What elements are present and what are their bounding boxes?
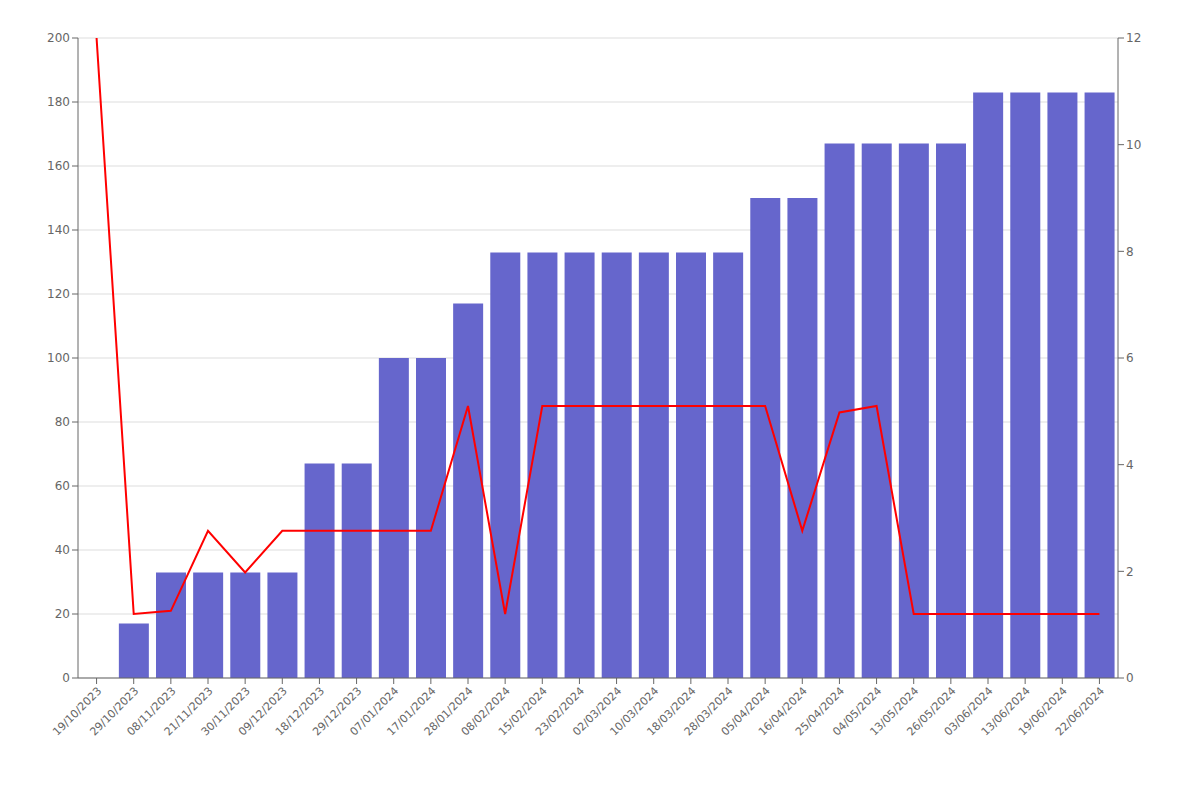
svg-text:17/01/2024: 17/01/2024	[384, 684, 439, 739]
svg-text:18/03/2024: 18/03/2024	[644, 684, 699, 739]
svg-text:25/04/2024: 25/04/2024	[793, 684, 848, 739]
svg-text:140: 140	[47, 223, 70, 237]
svg-text:03/06/2024: 03/06/2024	[941, 684, 996, 739]
svg-text:28/03/2024: 28/03/2024	[681, 684, 736, 739]
svg-text:10/03/2024: 10/03/2024	[607, 684, 662, 739]
svg-text:200: 200	[47, 31, 70, 45]
svg-text:09/12/2023: 09/12/2023	[235, 684, 290, 739]
svg-text:60: 60	[55, 479, 70, 493]
svg-text:0: 0	[1126, 671, 1134, 685]
svg-text:8: 8	[1126, 245, 1134, 259]
svg-text:15/02/2024: 15/02/2024	[495, 684, 550, 739]
svg-text:29/12/2023: 29/12/2023	[310, 684, 365, 739]
svg-text:12: 12	[1126, 31, 1141, 45]
svg-text:28/01/2024: 28/01/2024	[421, 684, 476, 739]
svg-text:29/10/2023: 29/10/2023	[87, 684, 142, 739]
svg-text:13/06/2024: 13/06/2024	[978, 684, 1033, 739]
svg-text:4: 4	[1126, 458, 1134, 472]
svg-text:18/12/2023: 18/12/2023	[273, 684, 328, 739]
svg-text:05/04/2024: 05/04/2024	[718, 684, 773, 739]
svg-text:08/11/2023: 08/11/2023	[124, 684, 179, 739]
svg-text:13/05/2024: 13/05/2024	[867, 684, 922, 739]
svg-text:180: 180	[47, 95, 70, 109]
svg-text:21/11/2023: 21/11/2023	[161, 684, 216, 739]
svg-text:30/11/2023: 30/11/2023	[198, 684, 253, 739]
svg-text:100: 100	[47, 351, 70, 365]
svg-text:40: 40	[55, 543, 70, 557]
svg-text:0: 0	[62, 671, 70, 685]
svg-text:08/02/2024: 08/02/2024	[458, 684, 513, 739]
svg-text:19/10/2023: 19/10/2023	[50, 684, 105, 739]
svg-text:02/03/2024: 02/03/2024	[570, 684, 625, 739]
svg-text:26/05/2024: 26/05/2024	[904, 684, 959, 739]
svg-text:23/02/2024: 23/02/2024	[533, 684, 588, 739]
svg-text:6: 6	[1126, 351, 1134, 365]
svg-text:19/06/2024: 19/06/2024	[1015, 684, 1070, 739]
svg-text:07/01/2024: 07/01/2024	[347, 684, 402, 739]
svg-text:80: 80	[55, 415, 70, 429]
svg-text:2: 2	[1126, 565, 1134, 579]
svg-text:22/06/2024: 22/06/2024	[1053, 684, 1107, 738]
svg-text:120: 120	[47, 287, 70, 301]
svg-text:20: 20	[55, 607, 70, 621]
svg-text:160: 160	[47, 159, 70, 173]
svg-text:16/04/2024: 16/04/2024	[755, 684, 810, 739]
svg-text:04/05/2024: 04/05/2024	[830, 684, 885, 739]
svg-text:10: 10	[1126, 138, 1141, 152]
